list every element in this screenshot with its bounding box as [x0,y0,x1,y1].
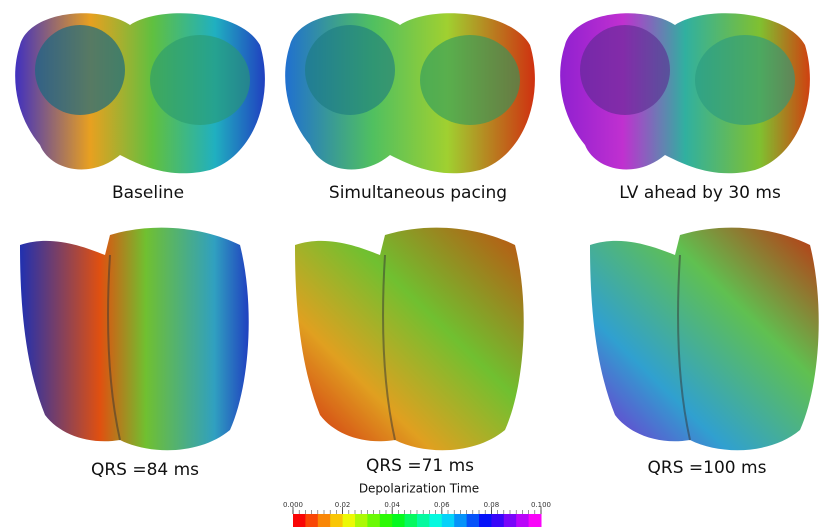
tick-label: 0.04 [384,501,400,509]
colorbar-band [379,514,393,527]
colorbar-band [503,514,517,527]
panel-label: QRS =71 ms [366,456,474,476]
tick-label: 0.100 [531,501,551,509]
heart-top [285,13,535,174]
panel-label: Simultaneous pacing [329,183,507,203]
colorbar-band [305,514,319,527]
colorbar-band [355,514,368,527]
panel-label: QRS =100 ms [648,458,767,478]
colorbar-band [441,514,455,527]
colorbar-band [491,514,505,527]
colorbar: 0.000 0.02 0.04 0.06 0.08 0.100 [283,501,551,527]
colorbar-band [516,514,530,527]
colorbar-band [454,514,468,527]
heart-bottom [20,227,249,451]
colorbar-band [466,514,480,527]
heart-bottom [590,227,819,451]
colorbar-band [342,514,356,527]
colorbar-band [528,514,542,527]
colorbar-band [404,514,418,527]
panel-label: Baseline [112,183,184,203]
colorbar-band [293,514,306,527]
colorbar-band [417,514,430,527]
panel-label: QRS =84 ms [91,460,199,480]
tick-label: 0.08 [484,501,500,509]
panel-label: LV ahead by 30 ms [619,183,781,203]
colorbar-band [479,514,492,527]
colorbar-band [367,514,381,527]
colorbar-title: Depolarization Time [359,482,479,496]
colorbar-band [429,514,443,527]
colorbar-band [330,514,344,527]
colorbar-band [392,514,406,527]
tick-label: 0.000 [283,501,303,509]
heart-top [560,13,810,174]
heart-top [15,13,265,174]
tick-label: 0.06 [434,501,450,509]
heart-bottom [295,227,524,451]
colorbar-band [317,514,331,527]
tick-label: 0.02 [335,501,351,509]
